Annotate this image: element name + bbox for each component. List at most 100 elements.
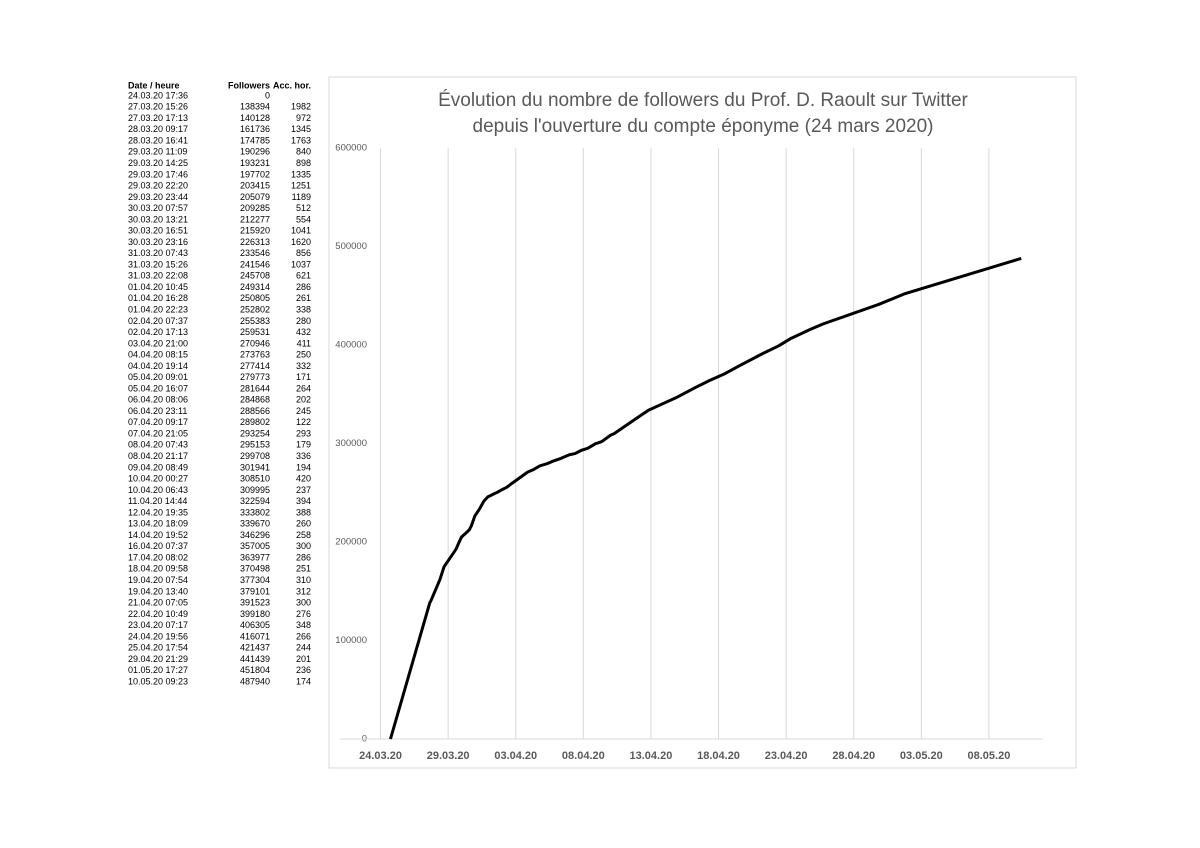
table-date: 07.04.20 09:17 bbox=[128, 417, 188, 427]
table-followers: 270946 bbox=[240, 338, 270, 348]
x-tick-label: 03.05.20 bbox=[900, 750, 943, 762]
table-acc-hor: 1982 bbox=[291, 102, 311, 112]
table-acc-hor: 122 bbox=[296, 417, 311, 427]
table-date: 07.04.20 21:05 bbox=[128, 428, 188, 438]
table-date: 29.04.20 21:29 bbox=[128, 654, 188, 664]
table-followers: 245708 bbox=[240, 271, 270, 281]
table-date: 10.04.20 06:43 bbox=[128, 485, 188, 495]
table-acc-hor: 1041 bbox=[291, 226, 311, 236]
table-followers: 174785 bbox=[240, 135, 270, 145]
table-followers: 140128 bbox=[240, 113, 270, 123]
x-tick-label: 24.03.20 bbox=[359, 750, 402, 762]
table-acc-hor: 276 bbox=[296, 609, 311, 619]
table-acc-hor: 250 bbox=[296, 350, 311, 360]
table-followers: 0 bbox=[265, 90, 270, 100]
table-followers: 252802 bbox=[240, 305, 270, 315]
table-acc-hor: 201 bbox=[296, 654, 311, 664]
table-acc-hor: 336 bbox=[296, 451, 311, 461]
table-date: 29.03.20 11:09 bbox=[128, 147, 187, 157]
table-acc-hor: 236 bbox=[296, 665, 311, 675]
table-followers: 205079 bbox=[240, 192, 270, 202]
table-followers: 441439 bbox=[240, 654, 270, 664]
table-date: 01.04.20 16:28 bbox=[128, 293, 188, 303]
table-acc-hor: 260 bbox=[296, 519, 311, 529]
table-acc-hor: 338 bbox=[296, 305, 311, 315]
table-acc-hor: 171 bbox=[296, 372, 311, 382]
table-acc-hor: 348 bbox=[296, 620, 311, 630]
table-date: 02.04.20 17:13 bbox=[128, 327, 188, 337]
table-acc-hor: 554 bbox=[296, 214, 311, 224]
table-followers: 406305 bbox=[240, 620, 270, 630]
table-followers: 363977 bbox=[240, 552, 270, 562]
table-date: 11.04.20 14:44 bbox=[128, 496, 187, 506]
table-date: 21.04.20 07:05 bbox=[128, 598, 188, 608]
table-date: 27.03.20 15:26 bbox=[128, 102, 188, 112]
table-date: 05.04.20 09:01 bbox=[128, 372, 188, 382]
table-date: 04.04.20 08:15 bbox=[128, 350, 188, 360]
x-tick-label: 23.04.20 bbox=[765, 750, 808, 762]
table-date: 31.03.20 22:08 bbox=[128, 271, 188, 281]
table-acc-hor: 1620 bbox=[291, 237, 311, 247]
table-date: 31.03.20 07:43 bbox=[128, 248, 188, 258]
table-acc-hor: 258 bbox=[296, 530, 311, 540]
table-acc-hor: 1345 bbox=[291, 124, 311, 134]
table-followers: 421437 bbox=[240, 643, 270, 653]
table-followers: 346296 bbox=[240, 530, 270, 540]
table-acc-hor: 280 bbox=[296, 316, 311, 326]
table-date: 28.03.20 09:17 bbox=[128, 124, 188, 134]
table-acc-hor: 512 bbox=[296, 203, 311, 213]
chart-title: Évolution du nombre de followers du Prof… bbox=[438, 90, 968, 111]
table-acc-hor: 244 bbox=[296, 643, 311, 653]
table-acc-hor: 237 bbox=[296, 485, 311, 495]
table-date: 06.04.20 08:06 bbox=[128, 395, 188, 405]
x-tick-label: 18.04.20 bbox=[697, 750, 740, 762]
table-followers: 299708 bbox=[240, 451, 270, 461]
table-followers: 277414 bbox=[240, 361, 270, 371]
table-followers: 161736 bbox=[240, 124, 270, 134]
table-acc-hor: 194 bbox=[296, 462, 311, 472]
x-tick-label: 08.04.20 bbox=[562, 750, 605, 762]
table-date: 14.04.20 19:52 bbox=[128, 530, 188, 540]
table-followers: 279773 bbox=[240, 372, 270, 382]
table-followers: 322594 bbox=[240, 496, 270, 506]
table-date: 19.04.20 07:54 bbox=[128, 575, 188, 585]
table-date: 06.04.20 23:11 bbox=[128, 406, 187, 416]
table-acc-hor: 411 bbox=[297, 338, 311, 348]
table-followers: 379101 bbox=[240, 586, 270, 596]
table-date: 27.03.20 17:13 bbox=[128, 113, 188, 123]
table-date: 12.04.20 19:35 bbox=[128, 507, 188, 517]
table-acc-hor: 972 bbox=[296, 113, 311, 123]
table-date: 24.03.20 17:36 bbox=[128, 90, 188, 100]
table-acc-hor: 300 bbox=[296, 598, 311, 608]
x-tick-label: 03.04.20 bbox=[494, 750, 537, 762]
table-acc-hor: 174 bbox=[296, 676, 311, 686]
table-acc-hor: 1335 bbox=[291, 169, 311, 179]
table-acc-hor: 251 bbox=[296, 564, 311, 574]
table-date: 09.04.20 08:49 bbox=[128, 462, 188, 472]
table-followers: 203415 bbox=[240, 181, 270, 191]
table-date: 10.05.20 09:23 bbox=[128, 676, 188, 686]
table-date: 29.03.20 17:46 bbox=[128, 169, 188, 179]
table-date: 29.03.20 22:20 bbox=[128, 181, 188, 191]
table-followers: 249314 bbox=[240, 282, 270, 292]
table-followers: 226313 bbox=[240, 237, 270, 247]
table-followers: 309995 bbox=[240, 485, 270, 495]
table-followers: 273763 bbox=[240, 350, 270, 360]
table-acc-hor: 202 bbox=[296, 395, 311, 405]
table-acc-hor: 312 bbox=[296, 586, 311, 596]
table-date: 28.03.20 16:41 bbox=[128, 135, 188, 145]
table-date: 02.04.20 07:37 bbox=[128, 316, 188, 326]
table-followers: 339670 bbox=[240, 519, 270, 529]
table-followers: 250805 bbox=[240, 293, 270, 303]
table-date: 31.03.20 15:26 bbox=[128, 259, 188, 269]
table-followers: 377304 bbox=[240, 575, 270, 585]
table-followers: 301941 bbox=[240, 462, 270, 472]
table-acc-hor: 394 bbox=[296, 496, 311, 506]
table-followers: 259531 bbox=[240, 327, 270, 337]
table-acc-hor: 332 bbox=[296, 361, 311, 371]
table-acc-hor: 1763 bbox=[291, 135, 311, 145]
table-acc-hor: 300 bbox=[296, 541, 311, 551]
table-date: 01.05.20 17:27 bbox=[128, 665, 188, 675]
table-followers: 209285 bbox=[240, 203, 270, 213]
